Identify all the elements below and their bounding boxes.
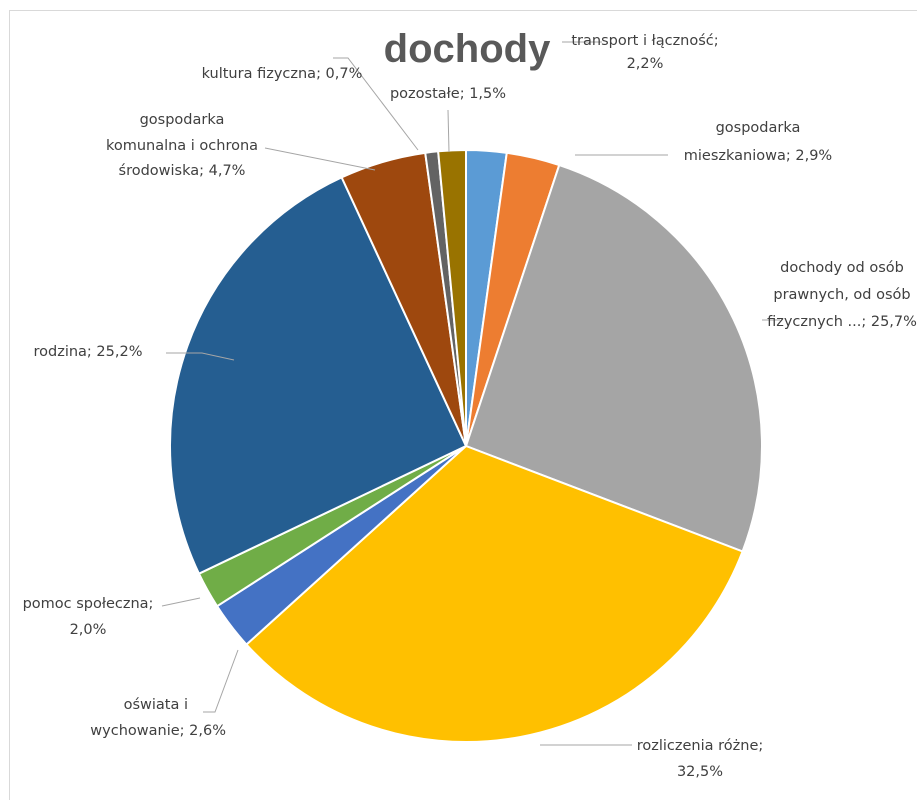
data-label: mieszkaniowa; 2,9% [684,148,832,164]
leader-line [166,352,235,361]
data-label: 32,5% [677,764,723,780]
data-label: 2,0% [70,622,107,638]
pie-slice [169,176,468,576]
data-label: środowiska; 4,7% [119,163,246,179]
data-label: 2,2% [627,56,664,72]
pie-slice [464,163,763,553]
leader-lines [161,41,780,746]
data-label: dochody od osób [780,260,904,276]
data-label: rodzina; 25,2% [34,344,143,360]
data-label: gospodarka [716,120,801,136]
pie-slice [437,148,467,447]
data-label: kultura fizyczna; 0,7% [202,66,363,82]
pie-slice [245,444,744,743]
pie-slices [169,148,763,743]
data-label: transport i łączność; [571,33,718,49]
leader-line [203,649,239,713]
chart-title: dochody [384,27,551,71]
data-label: wychowanie; 2,6% [90,723,226,739]
leader-line [161,597,201,607]
data-label: gospodarka [140,112,225,128]
data-label: rozliczenia różne; [637,738,764,754]
leader-line [447,109,450,153]
data-label: pomoc społeczna; [23,596,154,612]
leader-line [333,57,419,151]
data-labels: transport i łączność; 2,2% gospodarka miesz… [23,33,917,780]
data-label: komunalna i ochrona [106,138,258,154]
data-label: pozostałe; 1,5% [390,86,506,102]
data-label: prawnych, od osób [773,287,910,303]
data-label: oświata i [124,697,188,713]
data-label: fizycznych ...; 25,7% [767,314,917,330]
leader-line [264,147,376,171]
